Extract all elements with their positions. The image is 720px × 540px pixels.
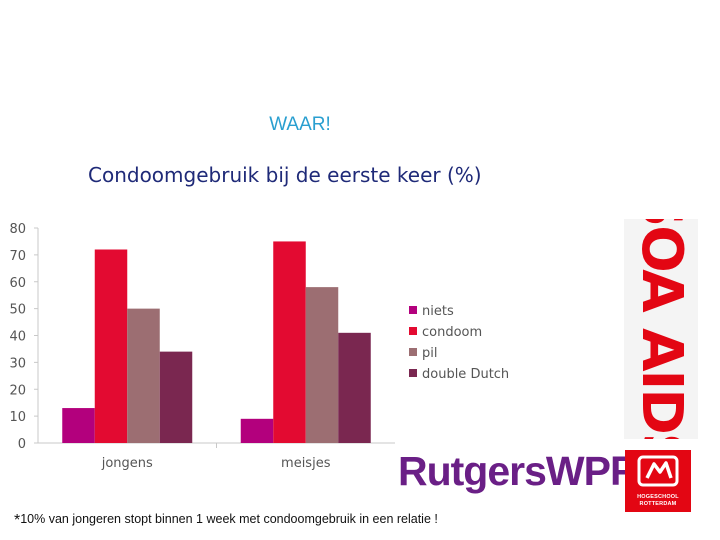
bar xyxy=(273,241,306,443)
y-tick-label: 30 xyxy=(9,356,26,371)
legend-swatch xyxy=(409,306,417,314)
legend-swatch xyxy=(409,348,417,356)
y-tick-label: 20 xyxy=(9,383,26,398)
bar xyxy=(94,249,128,443)
waar-heading: WAAR! xyxy=(269,114,331,135)
legend-label: niets xyxy=(422,304,454,319)
hogeschool-line-2: ROTTERDAM xyxy=(639,501,677,507)
y-tick-label: 80 xyxy=(9,222,26,237)
x-tick-label: jongens xyxy=(101,456,153,471)
footnote: *10% van jongeren stopt binnen 1 week me… xyxy=(14,512,438,530)
chart-title: Condoomgebruik bij de eerste keer (%) xyxy=(88,163,482,187)
bar xyxy=(305,287,339,443)
rutgers-wpf-logo: RutgersWPF xyxy=(398,448,635,494)
hogeschool-emblem-icon xyxy=(637,455,679,487)
bar xyxy=(62,408,95,443)
y-tick-label: 50 xyxy=(9,303,26,318)
bar xyxy=(159,351,193,443)
footnote-star: * xyxy=(14,512,21,529)
y-tick-label: 10 xyxy=(9,410,26,425)
bar xyxy=(127,308,160,443)
bar xyxy=(338,332,371,443)
y-tick-label: 70 xyxy=(9,249,26,264)
y-tick-label: 40 xyxy=(9,330,26,345)
legend-swatch xyxy=(409,369,417,377)
bar-chart: 0 10 20 30 40 50 60 70 80 jongens meisjes niets cond… xyxy=(9,222,509,471)
bar xyxy=(240,418,274,443)
hogeschool-rotterdam-logo: HOGESCHOOL ROTTERDAM xyxy=(625,450,691,512)
hogeschool-line-1: HOGESCHOOL xyxy=(637,494,679,500)
y-tick-label: 0 xyxy=(18,437,26,452)
soaids-logo-text: SOA AIDS xyxy=(629,219,694,439)
x-tick-label: meisjes xyxy=(281,456,331,471)
soaids-logo: SOA AIDS xyxy=(624,219,698,439)
legend-label: condoom xyxy=(422,325,482,340)
y-tick-label: 60 xyxy=(9,276,26,291)
footnote-text: 10% van jongeren stopt binnen 1 week met… xyxy=(20,512,438,526)
legend-swatch xyxy=(409,327,417,335)
legend-label: pil xyxy=(422,346,437,361)
legend-label: double Dutch xyxy=(422,367,509,382)
